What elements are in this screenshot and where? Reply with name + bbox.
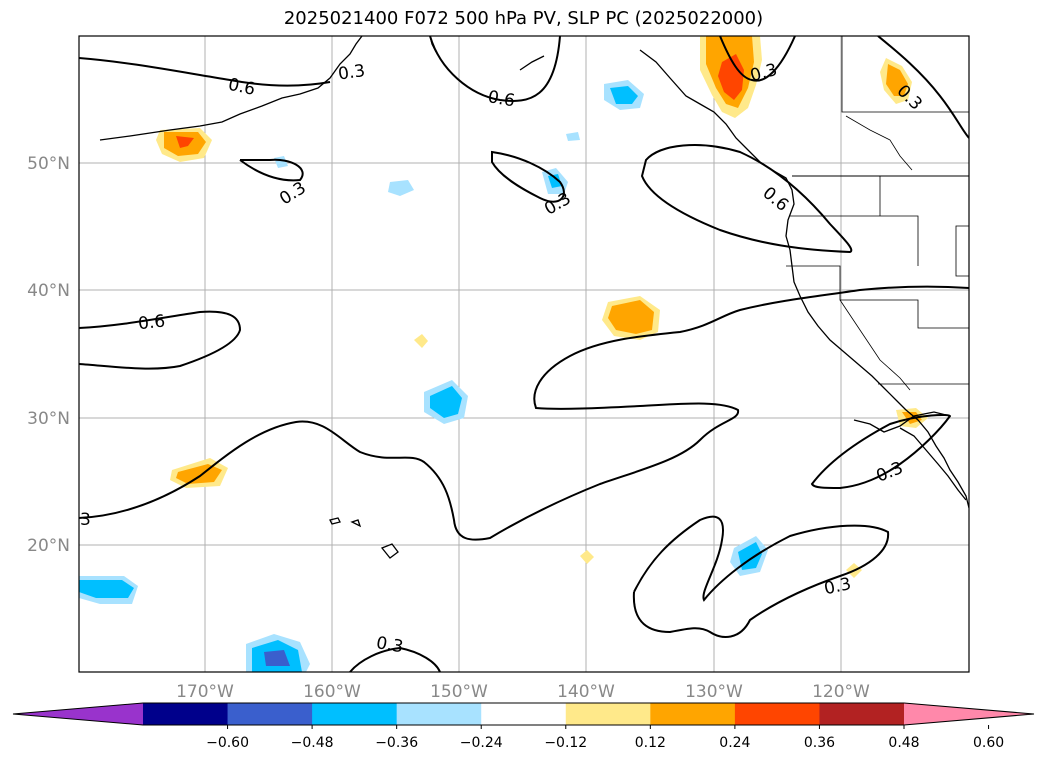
colorbar-tick-label: −0.48 [291, 735, 334, 751]
colorbar-extend-min [13, 703, 143, 725]
colorbar-outline [12, 702, 1035, 726]
pv-shading [79, 36, 928, 672]
contour-label: 0.6 [137, 311, 166, 334]
lon-label-170w: 170°W [176, 682, 234, 702]
colorbar-segment [312, 703, 398, 725]
colorbar-tick-label: 0.36 [804, 735, 835, 751]
colorbar-tick-label: −0.36 [375, 735, 418, 751]
contour-label: 0.6 [486, 87, 516, 111]
colorbar-extend-max [904, 703, 1034, 725]
colorbar-segment [481, 703, 567, 725]
colorbar: −0.60 −0.48 −0.36 −0.24 −0.12 0.12 0.24 0.36 0.4… [12, 702, 1035, 751]
map-title: 2025021400 F072 500 hPa PV, SLP PC (2025… [283, 8, 764, 29]
contour-label: 3 [80, 510, 91, 530]
map-panel [79, 36, 969, 672]
latitude-labels: 50°N 40°N 30°N 20°N [27, 154, 70, 556]
colorbar-segment [143, 703, 229, 725]
colorbar-tick-label: −0.60 [206, 735, 249, 751]
colorbar-tick-label: −0.12 [544, 735, 587, 751]
colorbar-segment [819, 703, 905, 725]
colorbar-tick-label: 0.12 [635, 735, 666, 751]
contours [79, 36, 969, 672]
map-frame [78, 35, 970, 673]
coastlines [99, 36, 969, 559]
lon-label-150w: 150°W [430, 682, 488, 702]
colorbar-segment [396, 703, 482, 725]
lon-label-140w: 140°W [557, 682, 615, 702]
colorbar-segment [650, 703, 736, 725]
colorbar-tick-label: 0.48 [888, 735, 919, 751]
contour-label: 0.3 [337, 61, 367, 85]
lat-label-50n: 50°N [27, 154, 70, 174]
colorbar-segment [227, 703, 313, 725]
lat-label-40n: 40°N [27, 281, 70, 301]
colorbar-tick-label: 0.60 [973, 735, 1004, 751]
lat-label-20n: 20°N [27, 536, 70, 556]
colorbar-segment [565, 703, 651, 725]
lon-label-160w: 160°W [303, 682, 361, 702]
lat-label-30n: 30°N [27, 409, 70, 429]
lon-label-120w: 120°W [812, 682, 870, 702]
colorbar-tick-label: −0.24 [460, 735, 503, 751]
colorbar-tick-label: 0.24 [719, 735, 750, 751]
colorbar-segment [734, 703, 820, 725]
lon-label-130w: 130°W [685, 682, 743, 702]
longitude-labels: 170°W 160°W 150°W 140°W 130°W 120°W [176, 682, 870, 702]
contour-label: 0.3 [375, 633, 405, 657]
